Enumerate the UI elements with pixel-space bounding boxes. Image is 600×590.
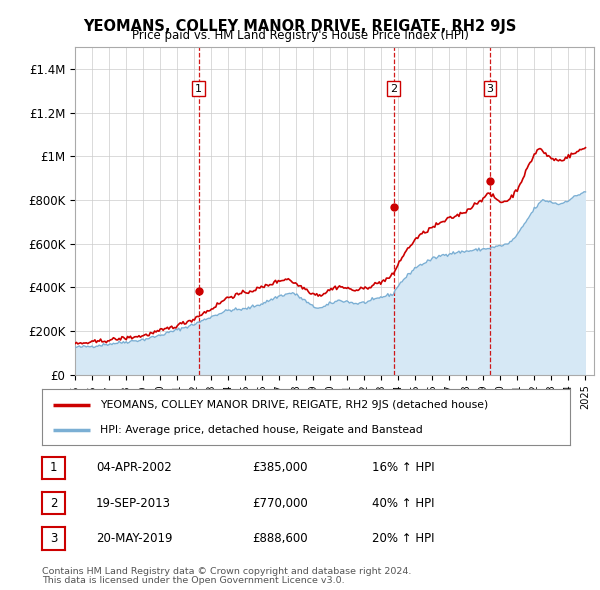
Text: 2: 2	[50, 497, 57, 510]
Text: Price paid vs. HM Land Registry's House Price Index (HPI): Price paid vs. HM Land Registry's House …	[131, 30, 469, 42]
Text: 2: 2	[390, 84, 397, 94]
Text: 20-MAY-2019: 20-MAY-2019	[96, 532, 173, 545]
Text: £888,600: £888,600	[252, 532, 308, 545]
Text: YEOMANS, COLLEY MANOR DRIVE, REIGATE, RH2 9JS: YEOMANS, COLLEY MANOR DRIVE, REIGATE, RH…	[83, 19, 517, 34]
Text: Contains HM Land Registry data © Crown copyright and database right 2024.: Contains HM Land Registry data © Crown c…	[42, 566, 412, 576]
Text: 1: 1	[195, 84, 202, 94]
Text: 40% ↑ HPI: 40% ↑ HPI	[372, 497, 434, 510]
Text: 19-SEP-2013: 19-SEP-2013	[96, 497, 171, 510]
Text: £770,000: £770,000	[252, 497, 308, 510]
Text: 1: 1	[50, 461, 57, 474]
Text: 20% ↑ HPI: 20% ↑ HPI	[372, 532, 434, 545]
Text: £385,000: £385,000	[252, 461, 308, 474]
Text: YEOMANS, COLLEY MANOR DRIVE, REIGATE, RH2 9JS (detached house): YEOMANS, COLLEY MANOR DRIVE, REIGATE, RH…	[100, 399, 488, 409]
Text: 04-APR-2002: 04-APR-2002	[96, 461, 172, 474]
Text: 3: 3	[487, 84, 493, 94]
Text: 3: 3	[50, 532, 57, 545]
Text: HPI: Average price, detached house, Reigate and Banstead: HPI: Average price, detached house, Reig…	[100, 425, 423, 435]
Text: This data is licensed under the Open Government Licence v3.0.: This data is licensed under the Open Gov…	[42, 576, 344, 585]
Text: 16% ↑ HPI: 16% ↑ HPI	[372, 461, 434, 474]
